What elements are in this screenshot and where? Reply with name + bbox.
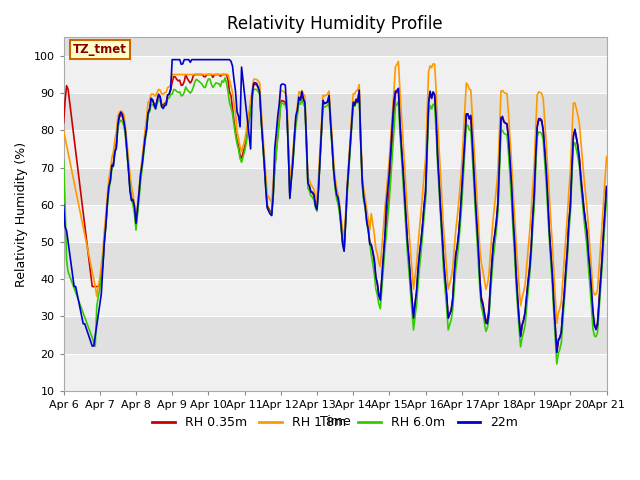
22m [401, 190, 408, 195]
22m [553, 349, 561, 355]
RH 1.8m [60, 128, 67, 133]
Title: Relativity Humidity Profile: Relativity Humidity Profile [227, 15, 443, 33]
RH 0.35m [553, 350, 561, 356]
22m [371, 257, 378, 263]
RH 1.8m [401, 160, 408, 166]
RH 0.35m [161, 100, 168, 106]
RH 6.0m [75, 298, 83, 303]
RH 6.0m [221, 75, 229, 81]
RH 1.8m [369, 220, 376, 226]
Bar [63, 93, 607, 131]
Bar [63, 131, 607, 168]
RH 1.8m [75, 202, 83, 208]
22m [75, 299, 83, 304]
22m [603, 184, 611, 190]
Bar [63, 168, 607, 205]
RH 0.35m [538, 119, 545, 124]
RH 6.0m [371, 271, 378, 276]
Line: 22m: 22m [63, 60, 607, 352]
22m [168, 57, 176, 62]
RH 0.35m [603, 184, 611, 190]
RH 6.0m [388, 151, 396, 156]
RH 6.0m [538, 131, 545, 136]
RH 0.35m [401, 190, 408, 195]
RH 1.8m [395, 59, 403, 64]
RH 1.8m [387, 133, 395, 139]
X-axis label: Time: Time [320, 415, 351, 428]
22m [60, 202, 67, 208]
RH 6.0m [401, 201, 408, 206]
Bar [63, 353, 607, 391]
Line: RH 1.8m: RH 1.8m [63, 61, 607, 323]
RH 0.35m [60, 120, 67, 126]
22m [388, 120, 396, 126]
Bar [63, 205, 607, 242]
RH 0.35m [191, 72, 198, 77]
Bar [63, 242, 607, 279]
RH 1.8m [603, 154, 611, 159]
Bar [63, 56, 607, 93]
RH 0.35m [371, 259, 378, 264]
Line: RH 6.0m: RH 6.0m [63, 78, 607, 364]
Y-axis label: Relativity Humidity (%): Relativity Humidity (%) [15, 142, 28, 287]
RH 1.8m [161, 90, 168, 96]
RH 6.0m [161, 103, 168, 108]
Line: RH 0.35m: RH 0.35m [63, 74, 607, 353]
RH 6.0m [603, 195, 611, 201]
22m [161, 103, 168, 108]
RH 0.35m [75, 173, 83, 179]
22m [538, 117, 545, 123]
Text: TZ_tmet: TZ_tmet [74, 43, 127, 56]
RH 1.8m [538, 91, 545, 96]
RH 1.8m [553, 320, 561, 326]
RH 6.0m [553, 361, 561, 367]
Bar [63, 19, 607, 56]
RH 6.0m [60, 157, 67, 163]
Bar [63, 279, 607, 316]
Bar [63, 316, 607, 353]
RH 0.35m [388, 139, 396, 145]
Legend: RH 0.35m, RH 1.8m, RH 6.0m, 22m: RH 0.35m, RH 1.8m, RH 6.0m, 22m [147, 411, 523, 434]
